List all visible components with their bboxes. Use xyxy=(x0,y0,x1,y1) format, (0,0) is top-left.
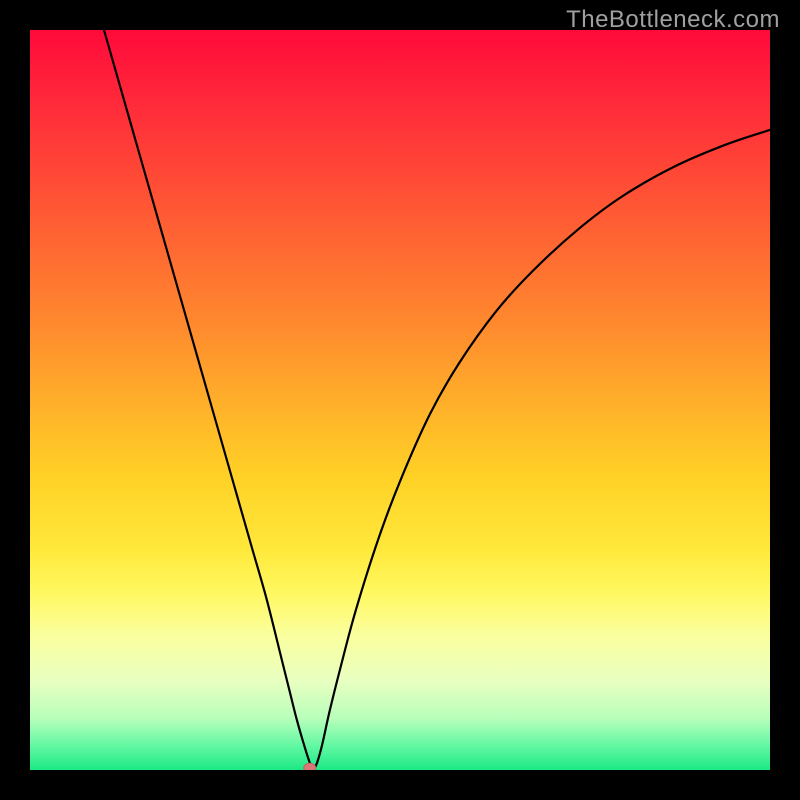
chart-frame: TheBottleneck.com xyxy=(0,0,800,800)
gradient-background xyxy=(30,30,770,770)
minimum-marker xyxy=(304,763,316,770)
plot-area xyxy=(30,30,770,770)
plot-svg xyxy=(30,30,770,770)
watermark-text: TheBottleneck.com xyxy=(566,6,780,34)
